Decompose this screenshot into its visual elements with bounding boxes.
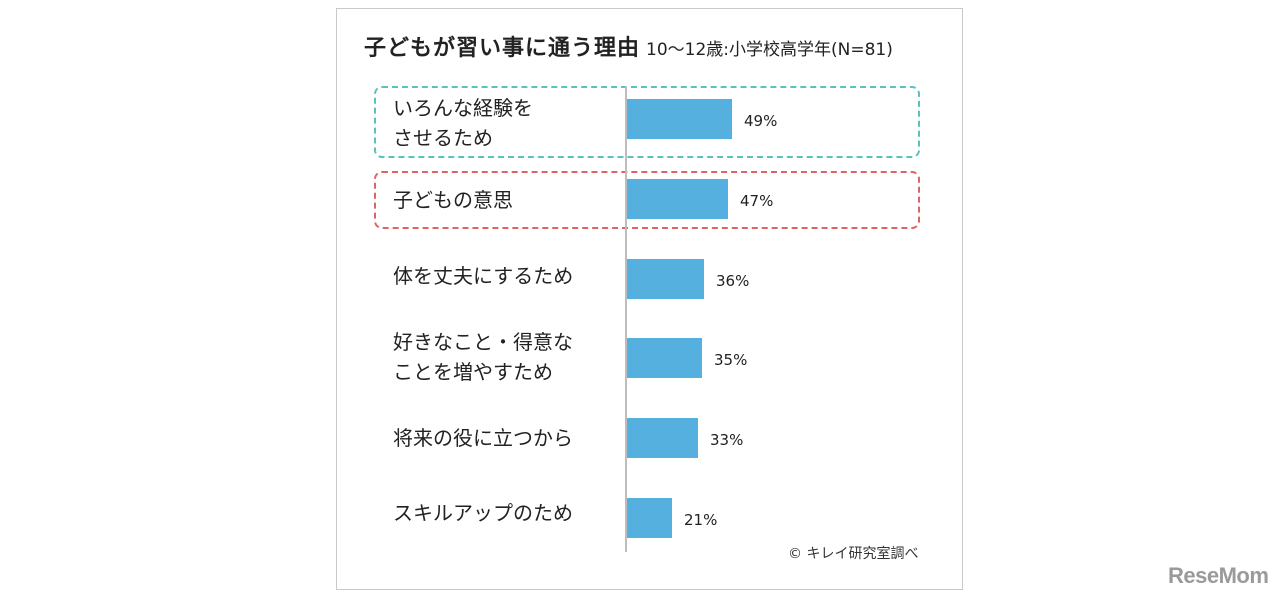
bar-4	[627, 418, 698, 458]
category-label-health: 体を丈夫にするため	[393, 264, 574, 288]
bar-5	[627, 498, 672, 538]
category-label-future: 将来の役に立つから	[393, 426, 573, 450]
category-label-strengths: 好きなこと・得意な ことを増やすため	[393, 330, 573, 384]
source-credit: © キレイ研究室調べ	[788, 546, 919, 562]
category-label-experience: いろんな経験を させるため	[393, 96, 533, 150]
value-label-4: 33%	[710, 431, 744, 449]
value-label-0: 49%	[744, 112, 778, 130]
bar-3	[627, 338, 702, 378]
chart-title: 子どもが習い事に通う理由	[364, 36, 641, 61]
category-label-child-will: 子どもの意思	[393, 188, 513, 212]
chart-title-block: 子どもが習い事に通う理由 10〜12歳:小学校高学年(N=81)	[364, 30, 893, 62]
category-label-skill-up: スキルアップのため	[393, 501, 573, 525]
highlight-box-child-will	[374, 171, 920, 229]
chart-subtitle: 10〜12歳:小学校高学年(N=81)	[646, 40, 893, 60]
bar-0	[627, 99, 732, 139]
value-label-3: 35%	[714, 351, 748, 369]
value-label-2: 36%	[716, 272, 750, 290]
value-label-1: 47%	[740, 192, 774, 210]
value-label-5: 21%	[684, 511, 718, 529]
bar-1	[627, 179, 728, 219]
y-axis-line	[625, 86, 627, 552]
watermark-logo: ReseMom	[1168, 563, 1269, 588]
highlight-box-experience	[374, 86, 920, 158]
bar-2	[627, 259, 704, 299]
